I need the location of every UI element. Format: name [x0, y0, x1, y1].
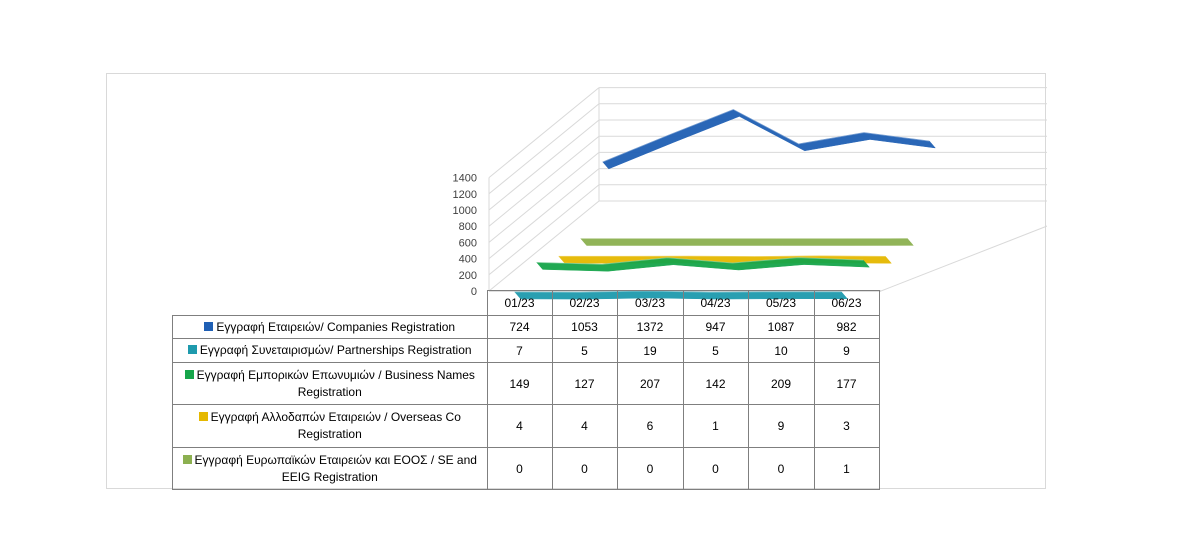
table-row: Εγγραφή Εμπορικών Επωνυμιών / Business N… — [172, 362, 880, 405]
gridline — [488, 200, 600, 292]
series-name: Εγγραφή Εμπορικών Επωνυμιών / Business N… — [196, 367, 475, 399]
series-ribbon — [536, 257, 870, 272]
category-label: 03/23 — [616, 290, 684, 316]
legend-swatch — [204, 321, 214, 331]
series-label: Εγγραφή Εταιρειών/ Companies Registratio… — [172, 315, 488, 339]
data-label: 19 — [616, 338, 684, 363]
series-label: Εγγραφή Συνεταιρισμών/ Partnerships Regi… — [172, 338, 488, 363]
data-label: 5 — [682, 338, 749, 363]
data-label: 10 — [747, 338, 815, 363]
y-tick-label: 1000 — [453, 205, 477, 217]
series-name: Εγγραφή Ευρωπαϊκών Εταιρειών και ΕΟΟΣ / … — [194, 452, 477, 484]
data-label: 724 — [486, 315, 553, 339]
series-label: Εγγραφή Εμπορικών Επωνυμιών / Business N… — [172, 362, 488, 405]
data-label: 149 — [486, 362, 553, 405]
legend-swatch — [187, 345, 197, 354]
data-label: 4 — [486, 404, 553, 448]
series-line — [558, 255, 886, 257]
legend-swatch — [182, 454, 192, 464]
data-label: 4 — [551, 404, 618, 448]
gridline — [488, 168, 600, 259]
data-label: 207 — [616, 362, 684, 405]
data-label: 0 — [486, 447, 553, 490]
series-name: Εγγραφή Συνεταιρισμών/ Partnerships Regi… — [199, 343, 472, 357]
data-label: 947 — [682, 315, 749, 339]
category-label: 02/23 — [551, 290, 618, 316]
category-label: 04/23 — [682, 290, 749, 316]
gridline — [488, 152, 600, 243]
gridline — [488, 87, 600, 178]
data-label: 0 — [747, 447, 815, 490]
data-label: 209 — [747, 362, 815, 405]
series-label: Εγγραφή Αλλοδαπών Εταιρειών / Overseas C… — [172, 404, 488, 448]
category-label: 01/23 — [486, 290, 553, 316]
data-label: 1 — [682, 404, 749, 448]
table-row: Εγγραφή Ευρωπαϊκών Εταιρειών και ΕΟΟΣ / … — [172, 447, 880, 490]
floor-edge — [880, 225, 1047, 292]
y-tick-label: 400 — [459, 254, 477, 266]
y-tick-label: 200 — [459, 270, 477, 282]
y-tick-label: 1200 — [453, 189, 477, 201]
series-ribbon — [602, 109, 936, 170]
data-label: 142 — [682, 362, 749, 405]
series-name: Εγγραφή Αλλοδαπών Εταιρειών / Overseas C… — [210, 410, 461, 441]
data-label: 7 — [486, 338, 553, 363]
data-label: 0 — [682, 447, 749, 490]
gridline — [488, 184, 600, 276]
series-ribbon — [580, 238, 914, 246]
data-label: 177 — [813, 362, 880, 405]
series-line — [602, 108, 930, 163]
data-label: 1087 — [747, 315, 815, 339]
series-label: Εγγραφή Ευρωπαϊκών Εταιρειών και ΕΟΟΣ / … — [172, 447, 488, 490]
table-header-row: 01/23 02/23 03/23 04/23 05/23 06/23 — [173, 290, 880, 316]
data-label: 9 — [813, 338, 880, 363]
category-label: 05/23 — [747, 290, 815, 316]
table-row: Εγγραφή Συνεταιρισμών/ Partnerships Regi… — [172, 338, 880, 363]
data-label: 3 — [813, 404, 880, 448]
legend-swatch — [184, 369, 194, 379]
data-label: 127 — [551, 362, 618, 405]
y-tick-label: 0 — [471, 286, 477, 298]
series-name: Εγγραφή Εταιρειών/ Companies Registratio… — [216, 319, 456, 334]
data-label: 1372 — [616, 315, 684, 339]
gridline — [488, 135, 600, 227]
data-label: 0 — [551, 447, 618, 490]
data-label: 9 — [747, 404, 815, 448]
gridline — [488, 103, 600, 195]
data-label: 1 — [813, 447, 880, 490]
gridline — [488, 119, 600, 211]
table-row: Εγγραφή Αλλοδαπών Εταιρειών / Overseas C… — [172, 404, 880, 448]
category-label: 06/23 — [813, 290, 880, 316]
data-label: 1053 — [551, 315, 618, 339]
data-label: 982 — [813, 315, 880, 339]
y-tick-label: 1400 — [453, 173, 477, 185]
table-corner — [173, 291, 488, 316]
data-label: 5 — [551, 338, 618, 363]
series-line — [536, 257, 864, 265]
data-table: 01/23 02/23 03/23 04/23 05/23 06/23 Εγγρ… — [172, 290, 880, 490]
legend-swatch — [198, 412, 208, 421]
data-label: 6 — [616, 404, 684, 448]
table-row: Εγγραφή Εταιρειών/ Companies Registratio… — [172, 315, 880, 339]
y-axis-ticks: 0 200 400 600 800 1000 1200 1400 — [453, 173, 477, 298]
data-label: 0 — [616, 447, 684, 490]
y-tick-label: 800 — [459, 221, 477, 233]
y-tick-label: 600 — [459, 237, 477, 249]
